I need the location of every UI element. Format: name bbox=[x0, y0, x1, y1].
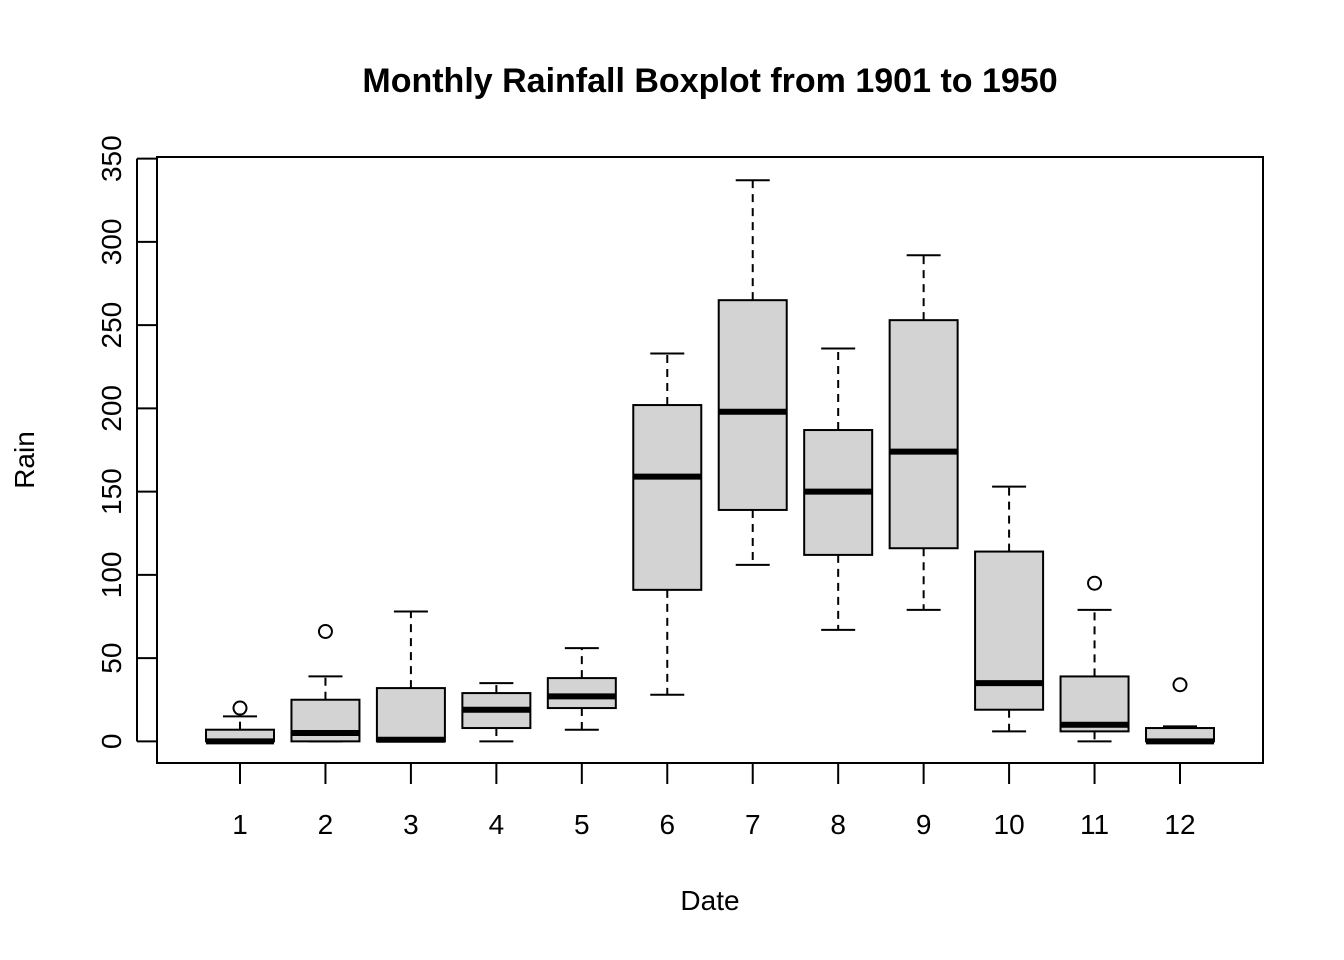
outlier-point bbox=[317, 623, 333, 639]
x-tick-label: 3 bbox=[403, 809, 419, 840]
x-tick-label: 7 bbox=[745, 809, 761, 840]
box-month-11 bbox=[1059, 575, 1130, 743]
x-tick-label: 8 bbox=[830, 809, 846, 840]
boxes-layer bbox=[205, 179, 1215, 745]
y-tick-label: 100 bbox=[96, 552, 127, 599]
chart-title: Monthly Rainfall Boxplot from 1901 to 19… bbox=[362, 62, 1057, 100]
y-tick-label: 150 bbox=[96, 468, 127, 515]
box-month-9 bbox=[888, 254, 959, 611]
box-month-6 bbox=[632, 352, 703, 696]
box-month-1 bbox=[205, 700, 275, 745]
outlier-point bbox=[1172, 677, 1188, 693]
y-tick-label: 250 bbox=[96, 302, 127, 349]
x-axis: 1 2 3 4 5 6 7 8 9 10 11 12 bbox=[232, 762, 1196, 840]
box-month-8 bbox=[803, 347, 874, 631]
y-tick-label: 0 bbox=[96, 734, 127, 750]
x-tick-label: 10 bbox=[994, 809, 1025, 840]
box-month-10 bbox=[974, 485, 1045, 733]
outlier-point bbox=[232, 700, 248, 716]
x-tick-label: 2 bbox=[318, 809, 334, 840]
box-iqr bbox=[632, 404, 703, 591]
box-iqr bbox=[888, 319, 959, 550]
box-month-7 bbox=[717, 179, 788, 566]
y-tick-label: 50 bbox=[96, 643, 127, 674]
y-axis: 0 50 100 150 200 250 300 350 bbox=[96, 135, 157, 749]
box-month-3 bbox=[375, 610, 446, 743]
y-axis-label: Rain bbox=[9, 431, 40, 489]
x-tick-label: 5 bbox=[574, 809, 590, 840]
box-month-4 bbox=[461, 682, 532, 743]
box-iqr bbox=[546, 677, 617, 710]
box-month-2 bbox=[290, 623, 361, 743]
x-tick-label: 9 bbox=[916, 809, 932, 840]
box-iqr bbox=[375, 687, 446, 743]
plot-frame bbox=[156, 156, 1264, 764]
box-month-5 bbox=[546, 647, 617, 731]
x-tick-label: 1 bbox=[232, 809, 248, 840]
box-month-12 bbox=[1145, 677, 1215, 745]
y-tick-label: 300 bbox=[96, 219, 127, 266]
x-axis-label: Date bbox=[680, 885, 739, 916]
y-tick-label: 350 bbox=[96, 135, 127, 182]
x-tick-label: 11 bbox=[1080, 809, 1109, 840]
outlier-point bbox=[1087, 575, 1103, 591]
x-tick-label: 6 bbox=[659, 809, 675, 840]
x-tick-label: 4 bbox=[489, 809, 505, 840]
x-tick-label: 12 bbox=[1164, 809, 1195, 840]
box-iqr bbox=[717, 299, 788, 511]
y-tick-label: 200 bbox=[96, 385, 127, 432]
